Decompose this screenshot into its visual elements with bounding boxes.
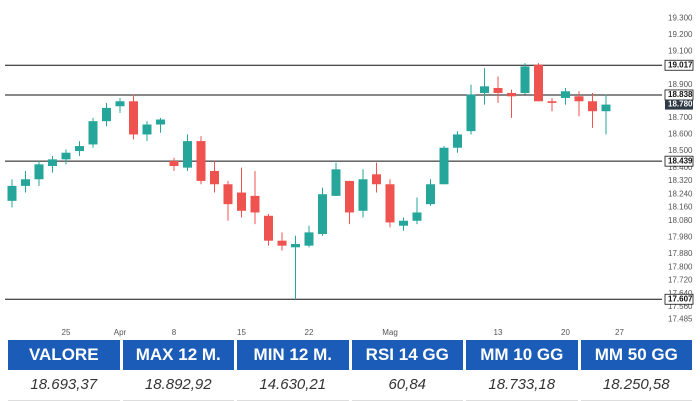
table-header: MM 10 GG [466, 340, 578, 370]
candle-body [183, 141, 192, 168]
candle-body [129, 101, 138, 135]
level-label: 18.439 [668, 156, 693, 165]
candle-body [453, 134, 462, 148]
table-value: 18.693,37 [8, 370, 120, 401]
candle-body [142, 124, 152, 135]
x-tick-label: 25 [62, 328, 71, 337]
candle-body [547, 101, 557, 103]
y-tick-label: 17.800 [668, 262, 693, 271]
y-tick-label: 18.700 [668, 113, 693, 122]
y-tick-label: 19.200 [668, 30, 693, 39]
y-tick-label: 18.400 [668, 163, 693, 172]
y-tick-label: 18.600 [668, 130, 693, 139]
y-tick-label: 17.640 [668, 289, 693, 298]
y-tick-label: 18.160 [668, 203, 693, 212]
candle-body [277, 240, 287, 246]
table-value: 18.250,58 [580, 370, 692, 401]
candle-body [493, 87, 503, 93]
candle-body [115, 101, 125, 107]
y-tick-label: 17.980 [668, 232, 693, 241]
candle-body [426, 184, 435, 205]
candle-body [385, 184, 395, 223]
candle-body [169, 161, 179, 166]
candle-body [291, 243, 300, 248]
candle-body [480, 86, 489, 93]
y-tick-label: 18.320 [668, 176, 693, 185]
candle-body [561, 91, 570, 98]
last-price-label: 18.780 [668, 100, 693, 109]
x-tick-label: 20 [561, 328, 570, 337]
candle-body [48, 159, 57, 166]
candle-body [196, 141, 206, 181]
level-box [664, 59, 694, 71]
table-value: 18.892,92 [122, 370, 234, 401]
table-value: 60,84 [351, 370, 463, 401]
candle-body [345, 180, 354, 213]
level-label: 17.607 [668, 294, 693, 303]
last-price-box [665, 99, 693, 110]
candle-body [439, 147, 449, 185]
x-tick-label: Apr [114, 328, 127, 337]
candle-body [7, 185, 17, 201]
x-tick-label: Mag [382, 328, 398, 337]
y-tick-label: 17.560 [668, 302, 693, 311]
table-header: RSI 14 GG [351, 340, 463, 370]
candle-body [507, 92, 516, 97]
candle-body [534, 64, 543, 102]
candle-body [520, 66, 530, 93]
candle-body [466, 94, 476, 132]
candle-body [250, 195, 260, 213]
candle-body [61, 152, 71, 160]
table-value: 18.733,18 [466, 370, 578, 401]
x-tick-label: 15 [237, 328, 246, 337]
level-box [664, 293, 694, 305]
y-tick-label: 17.720 [668, 276, 693, 285]
candle-body [21, 179, 30, 186]
y-tick-label: 18.900 [668, 80, 693, 89]
candle-body [304, 232, 314, 246]
table-header: VALORE [8, 340, 120, 370]
candle-body [358, 179, 368, 211]
x-tick-label: 22 [305, 328, 314, 337]
y-tick-label: 17.485 [668, 315, 693, 324]
candle-body [34, 164, 44, 180]
x-tick-label: 13 [494, 328, 503, 337]
level-label: 18.838 [668, 90, 693, 99]
stats-table: VALORE MAX 12 M. MIN 12 M. RSI 14 GG MM 10 G… [8, 340, 692, 401]
candle-body [372, 174, 381, 185]
candle-body [102, 107, 111, 122]
y-tick-label: 18.500 [668, 146, 693, 155]
candle-body [88, 121, 98, 145]
y-tick-label: 17.880 [668, 249, 693, 258]
candle-body [601, 104, 611, 112]
level-label: 19.017 [668, 60, 693, 69]
y-tick-label: 18.080 [668, 216, 693, 225]
candle-body [399, 220, 408, 226]
table-header: MAX 12 M. [122, 340, 234, 370]
y-tick-label: 18.240 [668, 189, 693, 198]
level-box [664, 155, 694, 167]
candle-body [412, 212, 422, 221]
candle-body [210, 170, 219, 185]
candle-body [318, 194, 327, 235]
chart: 19.30019.20019.10018.90018.80018.70018.6… [5, 13, 694, 337]
x-tick-label: 27 [615, 328, 624, 337]
candle-body [156, 119, 165, 125]
table-value: 14.630,21 [237, 370, 349, 401]
table-header: MM 50 GG [580, 340, 692, 370]
x-tick-label: 8 [172, 328, 177, 337]
table-header: MIN 12 M. [237, 340, 349, 370]
y-tick-label: 19.100 [668, 47, 693, 56]
candle-body [264, 215, 273, 241]
candle-body [588, 101, 597, 112]
candle-body [331, 169, 341, 196]
candle-body [75, 146, 84, 152]
candle-body [237, 192, 246, 211]
candle-body [574, 96, 584, 102]
y-tick-label: 19.300 [668, 13, 693, 22]
candle-body [223, 184, 233, 205]
